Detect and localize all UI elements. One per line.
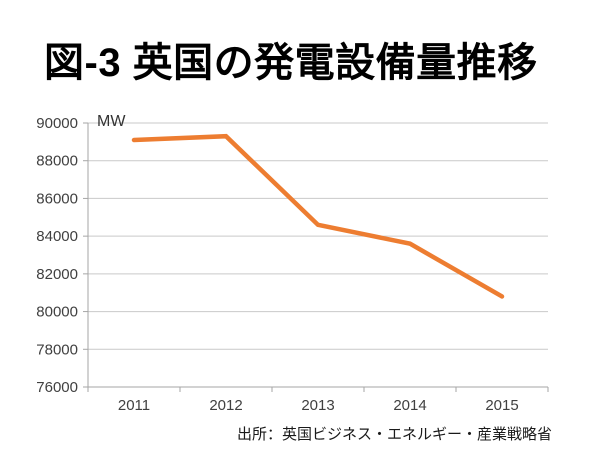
source-note: 出所：英国ビジネス・エネルギー・産業戦略省	[236, 426, 552, 443]
capacity-data-line	[131, 133, 505, 299]
y-axis-tick-label: 86000	[36, 190, 78, 207]
y-axis-tick-label: 80000	[36, 304, 78, 321]
y-axis-tick-label: 78000	[36, 341, 78, 358]
x-axis-tick-label: 2011	[118, 397, 150, 414]
x-axis-tick-label: 2013	[301, 397, 334, 414]
y-axis-tick-label: 82000	[36, 266, 78, 283]
chart-title: 図-3 英国の発電設備量推移	[44, 41, 538, 85]
x-axis-tick-label: 2012	[209, 397, 242, 414]
x-axis-tick-label: 2014	[393, 397, 426, 414]
y-axis-tick-label: 84000	[36, 228, 78, 245]
y-axis-tick-label: 76000	[36, 379, 78, 396]
y-axis-tick-label: 90000	[36, 115, 78, 132]
y-axis-unit-label: MW	[97, 113, 126, 130]
x-axis-tick-label: 2015	[485, 397, 518, 414]
y-axis-tick-label: 88000	[36, 153, 78, 170]
